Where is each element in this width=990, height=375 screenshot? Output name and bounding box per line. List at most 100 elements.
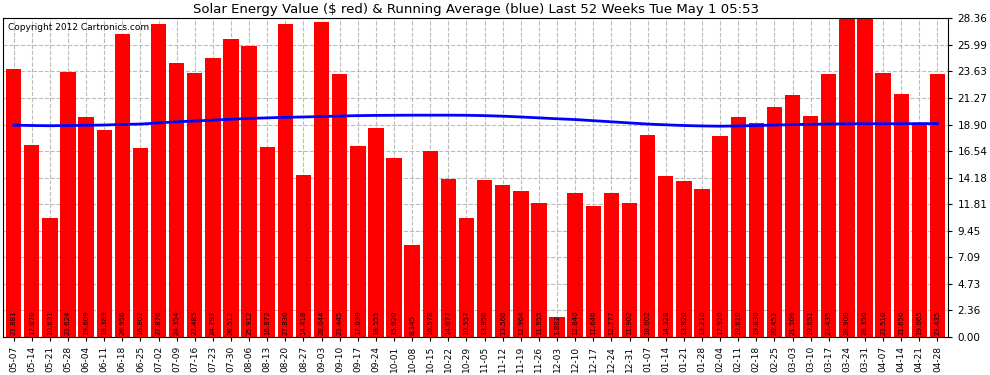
Text: 10.631: 10.631 [47,310,52,335]
Text: 15.920: 15.920 [391,310,397,335]
Text: 14.418: 14.418 [301,310,307,335]
Bar [150,24,166,337]
Bar [24,145,40,337]
Title: Solar Energy Value ($ red) & Running Average (blue) Last 52 Weeks Tue May 1 05:5: Solar Energy Value ($ red) & Running Ave… [192,3,758,16]
Text: 1.802: 1.802 [554,315,560,335]
Bar [187,73,203,337]
Text: 21.650: 21.650 [898,310,904,335]
Bar [458,218,474,337]
Text: 27.830: 27.830 [282,310,288,335]
Bar [532,202,546,337]
Text: 13.560: 13.560 [500,310,506,335]
Text: 8.145: 8.145 [409,315,415,335]
Bar [857,18,873,337]
Bar [586,206,601,337]
Bar [640,135,655,337]
Text: 13.920: 13.920 [681,310,687,335]
Text: 16.872: 16.872 [264,310,270,335]
Text: 23.485: 23.485 [192,310,198,335]
Text: 11.955: 11.955 [536,310,542,335]
Text: 12.840: 12.840 [572,310,578,335]
Bar [821,74,837,337]
Bar [314,22,330,337]
Text: 18.555: 18.555 [373,310,379,335]
Bar [912,123,927,337]
Bar [549,317,564,337]
Text: 17.920: 17.920 [717,310,723,335]
Text: 17.030: 17.030 [354,310,360,335]
Bar [296,175,311,337]
Text: 14.077: 14.077 [446,310,451,335]
Text: 28.044: 28.044 [319,310,325,335]
Bar [441,179,456,337]
Bar [169,63,184,337]
Text: 13.210: 13.210 [699,310,705,335]
Text: 19.065: 19.065 [917,310,923,335]
Bar [694,189,710,337]
Text: 16.807: 16.807 [138,310,144,335]
Bar [423,151,438,337]
Bar [368,129,383,337]
Bar [731,117,745,337]
Bar [930,74,945,337]
Text: 18.002: 18.002 [644,310,650,335]
Text: 26.956: 26.956 [120,310,126,335]
Text: 25.912: 25.912 [247,310,252,335]
Bar [205,58,221,337]
Text: 11.640: 11.640 [590,310,596,335]
Text: 24.354: 24.354 [173,310,179,335]
Text: 11.902: 11.902 [627,310,633,335]
Text: Copyright 2012 Cartronics.com: Copyright 2012 Cartronics.com [8,23,148,32]
Text: 13.956: 13.956 [481,310,488,335]
Bar [242,46,256,337]
Bar [766,107,782,337]
Text: 24.797: 24.797 [210,310,216,335]
Bar [894,94,909,337]
Bar [622,203,638,337]
Bar [477,180,492,337]
Text: 23.624: 23.624 [65,310,71,335]
Bar [96,130,112,337]
Bar [567,193,583,337]
Bar [495,184,511,337]
Text: 21.506: 21.506 [790,310,796,335]
Bar [60,72,75,337]
Text: 23.881: 23.881 [11,310,17,335]
Text: 19.651: 19.651 [808,310,814,335]
Text: 14.328: 14.328 [662,310,668,335]
Text: 28.350: 28.350 [862,310,868,335]
Bar [259,147,275,337]
Text: 27.876: 27.876 [155,310,161,335]
Text: 18.389: 18.389 [101,310,107,335]
Bar [604,194,619,337]
Bar [713,136,728,337]
Text: 20.452: 20.452 [771,310,777,335]
Text: 17.070: 17.070 [29,310,35,335]
Bar [875,73,891,337]
Text: 16.578: 16.578 [428,310,434,335]
Bar [224,39,239,337]
Text: 26.512: 26.512 [228,310,234,335]
Bar [133,148,148,337]
Bar [785,95,800,337]
Bar [350,146,365,337]
Text: 23.445: 23.445 [337,310,343,335]
Bar [748,123,764,337]
Bar [405,246,420,337]
Text: 19.609: 19.609 [83,310,89,335]
Bar [115,34,130,337]
Bar [803,116,819,337]
Text: 19.030: 19.030 [753,310,759,335]
Text: 12.964: 12.964 [518,310,524,335]
Bar [43,217,57,337]
Bar [277,24,293,337]
Bar [676,180,692,337]
Bar [332,74,347,337]
Bar [658,176,673,337]
Bar [386,158,402,337]
Bar [513,191,529,337]
Bar [6,69,22,337]
Text: 23.435: 23.435 [826,310,832,335]
Bar [78,117,94,337]
Text: 10.557: 10.557 [463,310,469,335]
